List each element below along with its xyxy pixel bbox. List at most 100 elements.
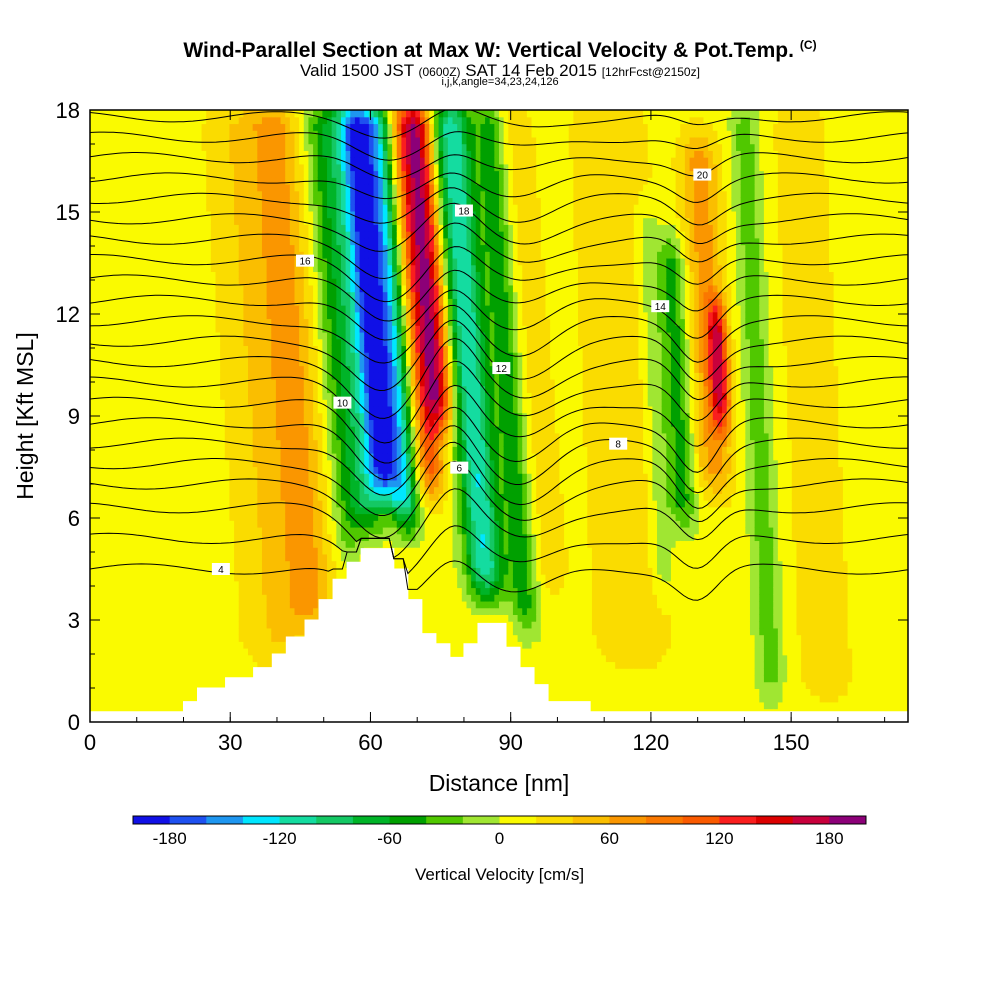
subtitle-valid: Valid 1500 JST — [300, 61, 414, 80]
colorbar-swatch — [462, 816, 500, 824]
chart-title-text: Wind-Parallel Section at Max W: Vertical… — [183, 39, 794, 62]
pot-temp-line — [90, 360, 908, 444]
colorbar-swatch — [133, 816, 171, 824]
pot-temp-label-text: 4 — [218, 565, 224, 576]
chart-title-tag: (C) — [799, 38, 817, 52]
y-tick-label: 15 — [56, 200, 80, 225]
colorbar-swatch — [719, 816, 757, 824]
colorbar: -180 -120 -60 0 60 120 180 Vertical Velocity [c… — [132, 815, 867, 884]
pot-temp-line — [90, 460, 908, 539]
pot-temp-label-text: 16 — [299, 257, 311, 268]
pot-temp-contours: 4 6 8 10 12 14 16 18 20 — [90, 110, 908, 601]
pot-temp-line — [90, 384, 908, 464]
x-tick-label: 120 — [633, 730, 670, 755]
y-tick-label: 0 — [68, 710, 80, 735]
colorbar-swatch — [426, 816, 464, 824]
pot-temp-line — [90, 425, 908, 496]
colorbar-swatch — [279, 816, 317, 824]
colorbar-tick-label: -120 — [263, 829, 297, 848]
colorbar-tick-label: -60 — [377, 829, 402, 848]
pot-temp-label: 18 — [454, 204, 473, 218]
x-tick-label: 90 — [498, 730, 522, 755]
pot-temp-line — [90, 222, 908, 280]
colorbar-label: Vertical Velocity [cm/s] — [415, 865, 584, 884]
colorbar-swatch — [829, 816, 867, 824]
pot-temp-label: 20 — [693, 168, 712, 182]
colorbar-tick-label: 120 — [705, 829, 733, 848]
pot-temp-label-bg — [211, 563, 230, 575]
colorbar-swatch — [389, 816, 427, 824]
colorbar-swatch — [609, 816, 647, 824]
pot-temp-label: 14 — [651, 300, 670, 313]
pot-temp-label-text: 12 — [496, 364, 508, 375]
pot-temp-label-bg — [492, 362, 511, 375]
colorbar-swatch — [792, 816, 830, 824]
pot-temp-label-text: 8 — [615, 440, 621, 451]
pot-temp-line — [90, 172, 908, 203]
pot-temp-label: 10 — [333, 396, 352, 410]
pot-temp-label-bg — [296, 254, 315, 267]
colorbar-tick-label: 180 — [815, 829, 843, 848]
y-tick-label: 3 — [68, 608, 80, 633]
colorbar-tick-label: -180 — [153, 829, 187, 848]
pot-temp-line — [90, 406, 908, 481]
y-tick-label: 12 — [56, 302, 80, 327]
y-tick-label: 9 — [68, 404, 80, 429]
colorbar-swatch — [316, 816, 354, 824]
pot-temp-label-bg — [651, 300, 670, 313]
colorbar-swatch — [169, 816, 207, 824]
colorbar-frame — [132, 815, 867, 825]
subtitle-forecast: [12hrFcst@2150z] — [601, 65, 700, 79]
x-tick-label: 60 — [358, 730, 382, 755]
pot-temp-line — [90, 525, 908, 575]
pot-temp-label-text: 6 — [456, 464, 462, 475]
pot-temp-label-bg — [693, 168, 712, 181]
chart-title: Wind-Parallel Section at Max W: Vertical… — [0, 38, 1000, 63]
pot-temp-label-text: 14 — [655, 302, 667, 313]
colorbar-swatch — [682, 816, 720, 824]
colorbar-swatch — [646, 816, 684, 824]
pot-temp-label-bg — [609, 437, 628, 450]
y-tick-label: 18 — [56, 98, 80, 123]
y-tick-label: 6 — [68, 506, 80, 531]
colorbar-swatch — [352, 816, 391, 824]
chart-subtitle: Valid 1500 JST (0600Z) SAT 14 Feb 2015 [… — [0, 61, 1000, 81]
pot-temp-label-text: 20 — [697, 171, 709, 182]
x-tick-label: 150 — [773, 730, 810, 755]
pot-temp-line — [90, 110, 908, 139]
x-axis-label: Distance [nm] — [429, 770, 570, 796]
pot-temp-label: 12 — [492, 362, 511, 375]
pot-temp-line — [90, 152, 908, 180]
pot-temp-label: 6 — [450, 461, 469, 475]
colorbar-swatch — [536, 816, 574, 824]
pot-temp-line — [90, 131, 908, 161]
pot-temp-line — [90, 202, 908, 252]
pot-temp-line — [90, 488, 908, 559]
pot-temp-label-text: 10 — [337, 399, 349, 410]
colorbar-swatch — [572, 816, 610, 824]
pot-temp-label-text: 18 — [458, 207, 470, 218]
pot-temp-label: 16 — [296, 254, 315, 268]
colorbar-tick-label: 0 — [495, 829, 504, 848]
chart-index-line: i,j,k,angle=34,23,24,126 — [441, 76, 559, 88]
x-tick-label: 0 — [84, 730, 96, 755]
pot-temp-label-bg — [450, 461, 469, 474]
colorbar-swatch — [756, 816, 794, 824]
colorbar-swatch — [499, 816, 537, 824]
pot-temp-line — [90, 289, 908, 341]
pot-temp-line — [90, 246, 908, 303]
pot-temp-line — [90, 304, 908, 364]
colorbar-tick-label: 60 — [600, 829, 619, 848]
pot-temp-label-bg — [454, 204, 473, 217]
pot-temp-line — [90, 187, 908, 226]
subtitle-date: SAT 14 Feb 2015 — [465, 61, 597, 80]
terrain-mask — [90, 548, 908, 722]
pot-temp-line — [90, 441, 908, 516]
subtitle-utc: (0600Z) — [418, 65, 461, 79]
colorbar-swatch — [206, 816, 244, 824]
pot-temp-line — [90, 269, 908, 322]
pot-temp-label: 8 — [609, 437, 628, 451]
pot-temp-label-bg — [333, 396, 352, 409]
colorbar-swatch — [242, 816, 281, 824]
